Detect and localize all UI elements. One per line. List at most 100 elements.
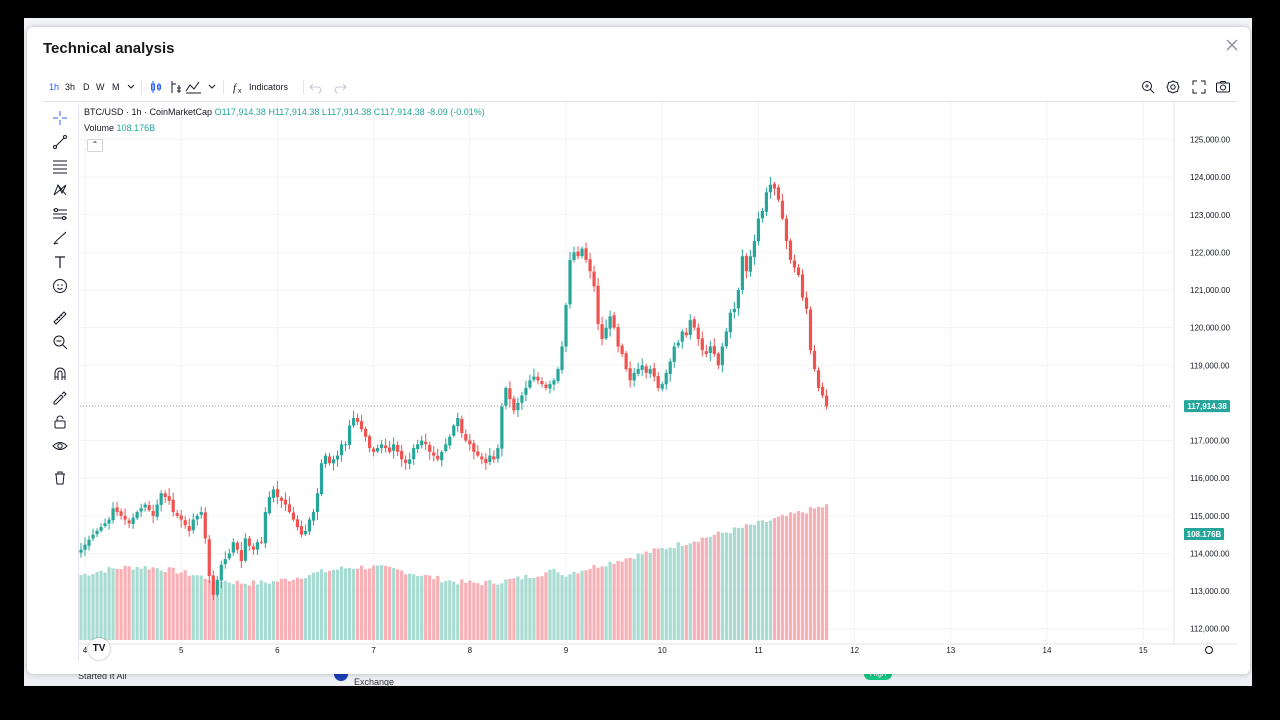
volume-bar <box>536 576 540 640</box>
interval-d[interactable]: D <box>83 82 90 92</box>
candle-body <box>544 384 548 388</box>
candle-body <box>307 519 312 532</box>
tradingview-logo[interactable]: TV <box>88 638 110 660</box>
axis-settings-gear-icon[interactable] <box>1205 646 1213 654</box>
lock-draw-icon[interactable] <box>52 390 68 406</box>
price-chart[interactable]: 125,000.00 124,000.00 123,000.00 122,000.00… <box>79 102 1237 662</box>
chart-area[interactable]: 125,000.00 124,000.00 123,000.00 122,000.00… <box>79 102 1237 662</box>
volume-bar <box>267 583 271 640</box>
volume-bar <box>259 580 263 640</box>
candle-body <box>496 448 500 459</box>
candle-body <box>660 384 664 389</box>
close-icon[interactable] <box>1224 37 1240 53</box>
volume-bar <box>235 580 239 640</box>
undo-icon[interactable] <box>309 79 323 101</box>
candle-body <box>416 444 420 450</box>
quick-search-icon[interactable] <box>1140 79 1156 101</box>
candle-body <box>468 440 472 445</box>
candle-body <box>155 504 159 517</box>
candle-body <box>215 579 219 595</box>
templates-chevron-icon[interactable] <box>208 77 216 99</box>
candle-body <box>628 368 632 381</box>
candles-icon[interactable] <box>149 79 163 101</box>
candle-body <box>207 539 211 577</box>
volume-bar <box>243 583 247 640</box>
volume-bar <box>644 551 648 640</box>
volume-bar <box>648 552 652 640</box>
indicators-button[interactable]: Indicators <box>249 82 289 92</box>
redo-icon[interactable] <box>333 79 347 101</box>
zoom-icon[interactable] <box>52 334 68 350</box>
volume-bar <box>748 524 752 640</box>
candle-body <box>792 260 797 268</box>
settings-gear-icon[interactable] <box>1165 79 1181 101</box>
volume-bar <box>708 536 712 640</box>
volume-bar <box>600 566 604 640</box>
toolbar-divider <box>141 80 142 94</box>
emoji-icon[interactable] <box>52 278 68 294</box>
ruler-icon[interactable] <box>52 310 68 326</box>
x-axis-tick-label: 15 <box>1139 646 1148 655</box>
last-price-tag <box>1184 400 1230 413</box>
x-axis-tick-label: 12 <box>850 646 859 655</box>
eye-icon[interactable] <box>52 438 68 454</box>
candle-body <box>748 256 752 272</box>
candle-body <box>808 309 813 351</box>
fib-icon[interactable] <box>52 158 68 174</box>
volume-bar <box>664 549 668 640</box>
volume-bar <box>496 584 500 640</box>
candle-body <box>684 332 688 336</box>
volume-bar <box>760 520 765 640</box>
compare-icon[interactable] <box>169 79 183 101</box>
candle-body <box>636 369 640 374</box>
candle-body <box>580 248 584 257</box>
candle-body <box>816 370 821 388</box>
candle-body <box>652 368 656 377</box>
interval-dropdown-chevron-icon[interactable] <box>127 77 135 99</box>
interval-w[interactable]: W <box>96 82 105 92</box>
candle-body <box>408 459 412 464</box>
candle-body <box>500 406 504 449</box>
volume-bar <box>732 527 736 640</box>
volume-bar <box>788 512 793 640</box>
pattern-icon[interactable] <box>52 182 68 198</box>
projection-icon[interactable] <box>52 206 68 222</box>
magnet-icon[interactable] <box>52 366 68 382</box>
lock-icon[interactable] <box>52 414 68 430</box>
volume-bar <box>287 581 292 640</box>
svg-text:x: x <box>238 88 242 95</box>
x-axis-tick-label: 14 <box>1043 646 1052 655</box>
candle-body <box>612 315 616 328</box>
candle-body <box>99 527 103 531</box>
x-axis-tick-label: 5 <box>179 646 184 655</box>
candle-body <box>91 534 95 539</box>
indicator-templates-icon[interactable] <box>185 79 203 101</box>
candle-body <box>388 447 392 452</box>
fullscreen-icon[interactable] <box>1191 79 1207 101</box>
camera-snapshot-icon[interactable] <box>1215 79 1231 101</box>
candle-body <box>756 218 761 242</box>
interval-1h[interactable]: 1h <box>49 82 60 92</box>
text-icon[interactable] <box>52 254 68 270</box>
candle-body <box>672 346 676 362</box>
trash-icon[interactable] <box>52 470 68 486</box>
interval-m[interactable]: M <box>112 82 120 92</box>
candle-body <box>227 553 231 559</box>
toolbar-divider-line <box>43 101 1237 102</box>
volume-bar <box>408 573 412 640</box>
volume-bar <box>343 568 348 640</box>
candle-body <box>452 425 456 436</box>
crosshair-icon[interactable] <box>52 110 68 126</box>
brush-icon[interactable] <box>52 230 68 246</box>
interval-3h[interactable]: 3h <box>65 82 76 92</box>
chart-legend: BTC/USD · 1h · CoinMarketCap O117,914.38… <box>84 107 485 117</box>
volume-bar <box>676 542 680 640</box>
volume-bar <box>588 568 592 640</box>
candle-body <box>696 327 700 339</box>
volume-bar <box>568 574 572 640</box>
candle-body <box>195 515 199 520</box>
trend-line-icon[interactable] <box>52 134 68 150</box>
candle-body <box>355 417 360 422</box>
collapse-legend-chevron-icon[interactable]: ⌃ <box>87 139 103 152</box>
